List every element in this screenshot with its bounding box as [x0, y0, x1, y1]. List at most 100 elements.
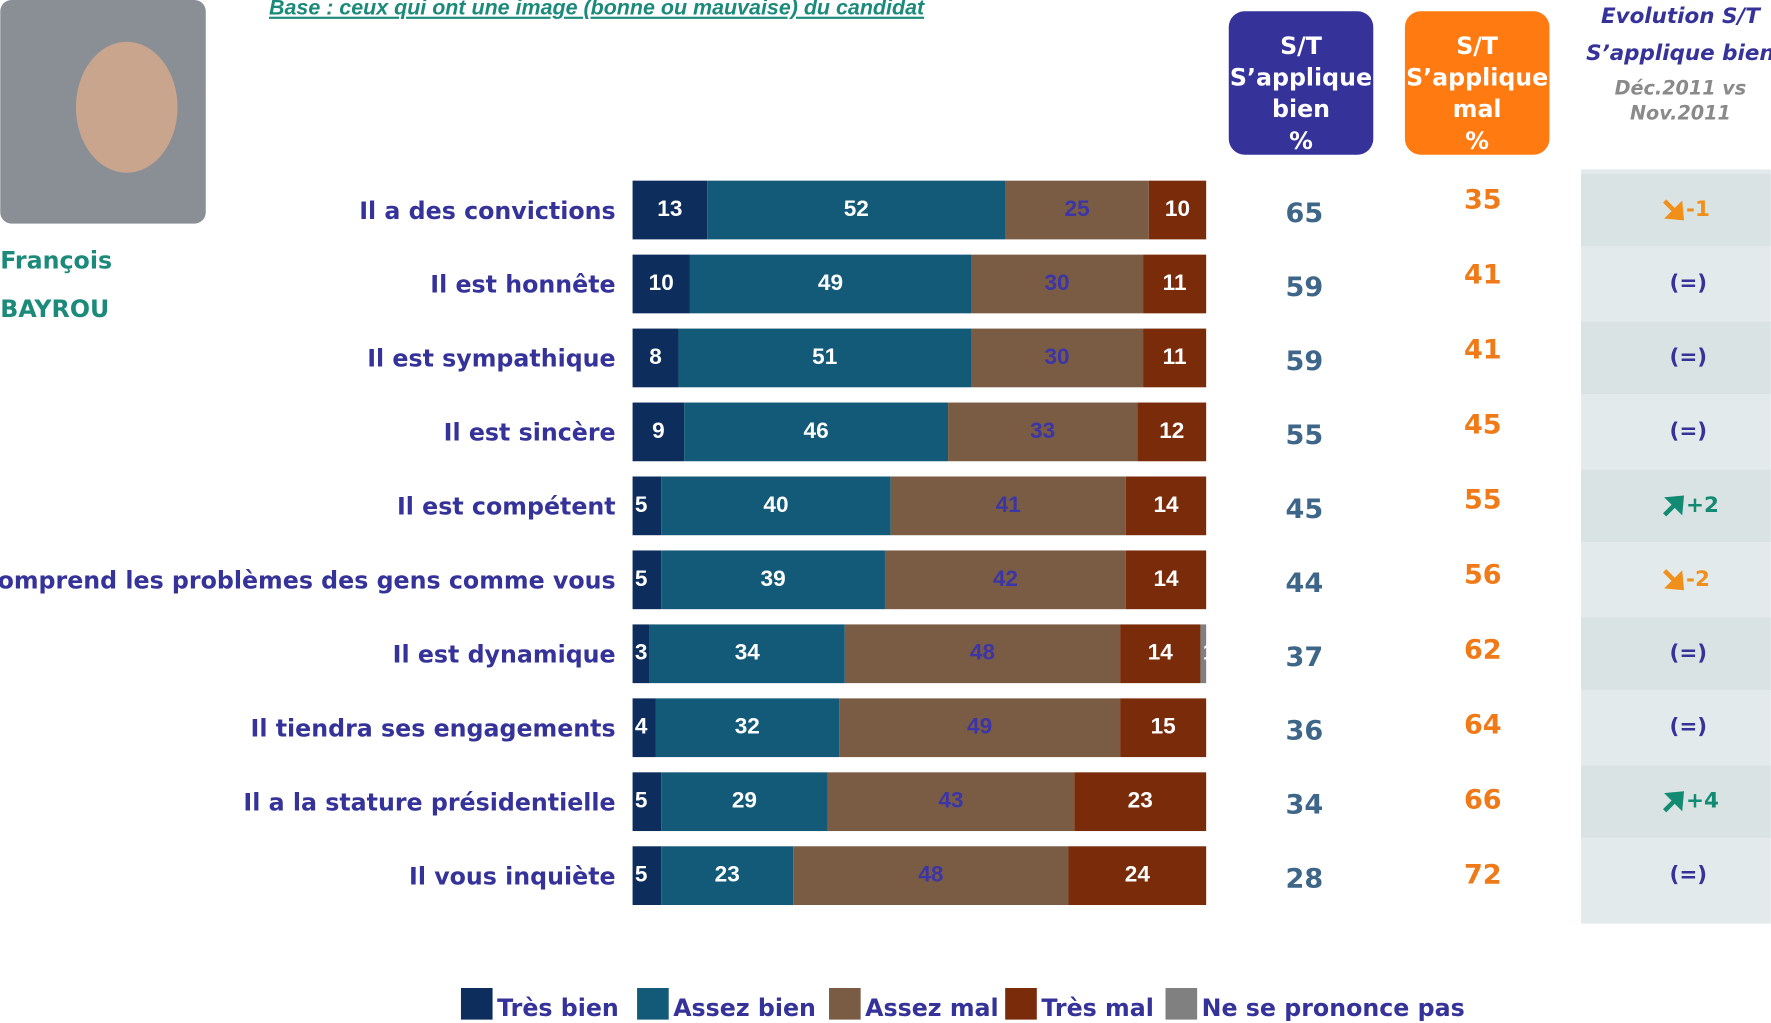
st-mal-value: 62	[1464, 634, 1502, 665]
bar-value-label: 23	[715, 862, 740, 887]
bar-value-label: 8	[649, 344, 662, 369]
category-label: Il est honnête	[430, 271, 615, 299]
subtitle: Base : ceux qui ont une image (bonne ou …	[269, 0, 925, 20]
st-mal-value: 64	[1464, 709, 1502, 740]
bar-value-label: 48	[918, 862, 943, 887]
st-mal-value: 41	[1464, 334, 1502, 365]
candidate-first-name: François	[0, 246, 112, 274]
st-bien-header: S/T	[1280, 32, 1323, 60]
evolution-value: +4	[1686, 789, 1719, 814]
st-bien-value: 36	[1286, 716, 1324, 747]
st-bien-value: 28	[1286, 864, 1324, 895]
evolution-value: (=)	[1670, 863, 1708, 888]
legend-label: Assez bien	[673, 994, 816, 1022]
legend-label: Très mal	[1041, 994, 1154, 1022]
bar-value-label: 15	[1151, 714, 1176, 739]
chart: Base : ceux qui ont une image (bonne ou …	[0, 0, 1771, 1023]
category-label: Il comprend les problèmes des gens comme…	[0, 567, 616, 595]
evolution-value: (=)	[1670, 345, 1708, 370]
legend-swatch	[1005, 988, 1037, 1020]
st-mal-header: %	[1465, 127, 1489, 155]
legend-swatch	[1166, 988, 1198, 1020]
evolution-value: (=)	[1670, 271, 1708, 296]
evolution-value: +2	[1686, 493, 1719, 518]
bar-value-label: 30	[1044, 270, 1069, 295]
evolution-period: Nov.2011	[1630, 102, 1731, 125]
bar-value-label: 29	[732, 788, 757, 813]
st-bien-value: 59	[1286, 272, 1324, 303]
evolution-header: Evolution S/T	[1601, 4, 1762, 29]
st-bien-value: 59	[1286, 346, 1324, 377]
bar-value-label: 11	[1163, 344, 1187, 369]
bar-value-label: 52	[844, 196, 869, 221]
category-label: Il est sincère	[444, 419, 616, 447]
bar-value-label: 41	[996, 492, 1021, 517]
bar-value-label: 10	[1165, 196, 1190, 221]
category-label: Il est compétent	[397, 493, 616, 521]
st-bien-value: 37	[1286, 642, 1324, 673]
bar-value-label: 11	[1163, 270, 1187, 295]
bar-value-label: 5	[635, 566, 648, 591]
bar-value-label: 49	[818, 270, 843, 295]
evolution-value: (=)	[1670, 419, 1708, 444]
bar-value-label: 14	[1153, 566, 1179, 591]
st-bien-value: 45	[1286, 494, 1324, 525]
bar-value-label: 3	[635, 640, 648, 665]
bar-value-label: 34	[735, 640, 761, 665]
category-label: Il vous inquiète	[409, 862, 616, 890]
bar-value-label: 14	[1148, 640, 1174, 665]
st-mal-value: 72	[1464, 859, 1502, 890]
legend-swatch	[461, 988, 493, 1020]
st-bien-value: 65	[1286, 198, 1324, 229]
st-mal-value: 66	[1464, 784, 1502, 815]
bar-value-label: 12	[1159, 418, 1184, 443]
evolution-value: -1	[1686, 197, 1710, 222]
bar-value-label: 48	[970, 640, 995, 665]
bar-value-label: 51	[812, 344, 837, 369]
bar-value-label: 33	[1030, 418, 1055, 443]
bar-value-label: 40	[763, 492, 788, 517]
st-mal-value: 45	[1464, 409, 1502, 440]
evolution-header: S’applique bien	[1586, 41, 1771, 66]
st-bien-value: 55	[1286, 420, 1324, 451]
bar-value-label: 5	[635, 492, 648, 517]
evolution-value: (=)	[1670, 641, 1708, 666]
bar-value-label: 14	[1153, 492, 1179, 517]
bar-value-label: 23	[1128, 788, 1153, 813]
st-mal-value: 55	[1464, 484, 1502, 515]
st-mal-value: 35	[1464, 184, 1502, 215]
evolution-value: (=)	[1670, 715, 1708, 740]
candidate-last-name: BAYROU	[0, 295, 109, 323]
bar-value-label: 46	[804, 418, 829, 443]
st-bien-value: 44	[1286, 568, 1324, 599]
bar-value-label: 24	[1125, 862, 1151, 887]
bar-value-label: 13	[657, 196, 682, 221]
evolution-value: -2	[1686, 567, 1710, 592]
category-label: Il est dynamique	[393, 641, 616, 669]
bar-value-label: 1	[1203, 640, 1216, 665]
bar-value-label: 5	[635, 788, 648, 813]
st-bien-header: S’applique	[1230, 64, 1372, 92]
photo-face	[76, 42, 178, 173]
legend-label: Assez mal	[865, 994, 999, 1022]
st-bien-value: 34	[1286, 790, 1324, 821]
bar-value-label: 25	[1065, 196, 1090, 221]
st-bien-header: %	[1289, 127, 1313, 155]
bar-value-label: 10	[649, 270, 674, 295]
bar-value-label: 39	[761, 566, 786, 591]
bar-value-label: 30	[1044, 344, 1069, 369]
category-label: Il a des convictions	[359, 197, 615, 225]
bar-value-label: 4	[635, 714, 648, 739]
legend-swatch	[637, 988, 669, 1020]
st-mal-header: mal	[1453, 95, 1502, 123]
st-mal-value: 41	[1464, 259, 1502, 290]
st-mal-value: 56	[1464, 559, 1502, 590]
st-mal-header: S’applique	[1406, 64, 1548, 92]
bar-value-label: 5	[635, 862, 648, 887]
bar-value-label: 49	[967, 714, 992, 739]
legend-swatch	[829, 988, 861, 1020]
bar-value-label: 42	[993, 566, 1018, 591]
category-label: Il est sympathique	[367, 345, 615, 373]
bar-value-label: 43	[938, 788, 963, 813]
bar-value-label: 9	[652, 418, 665, 443]
